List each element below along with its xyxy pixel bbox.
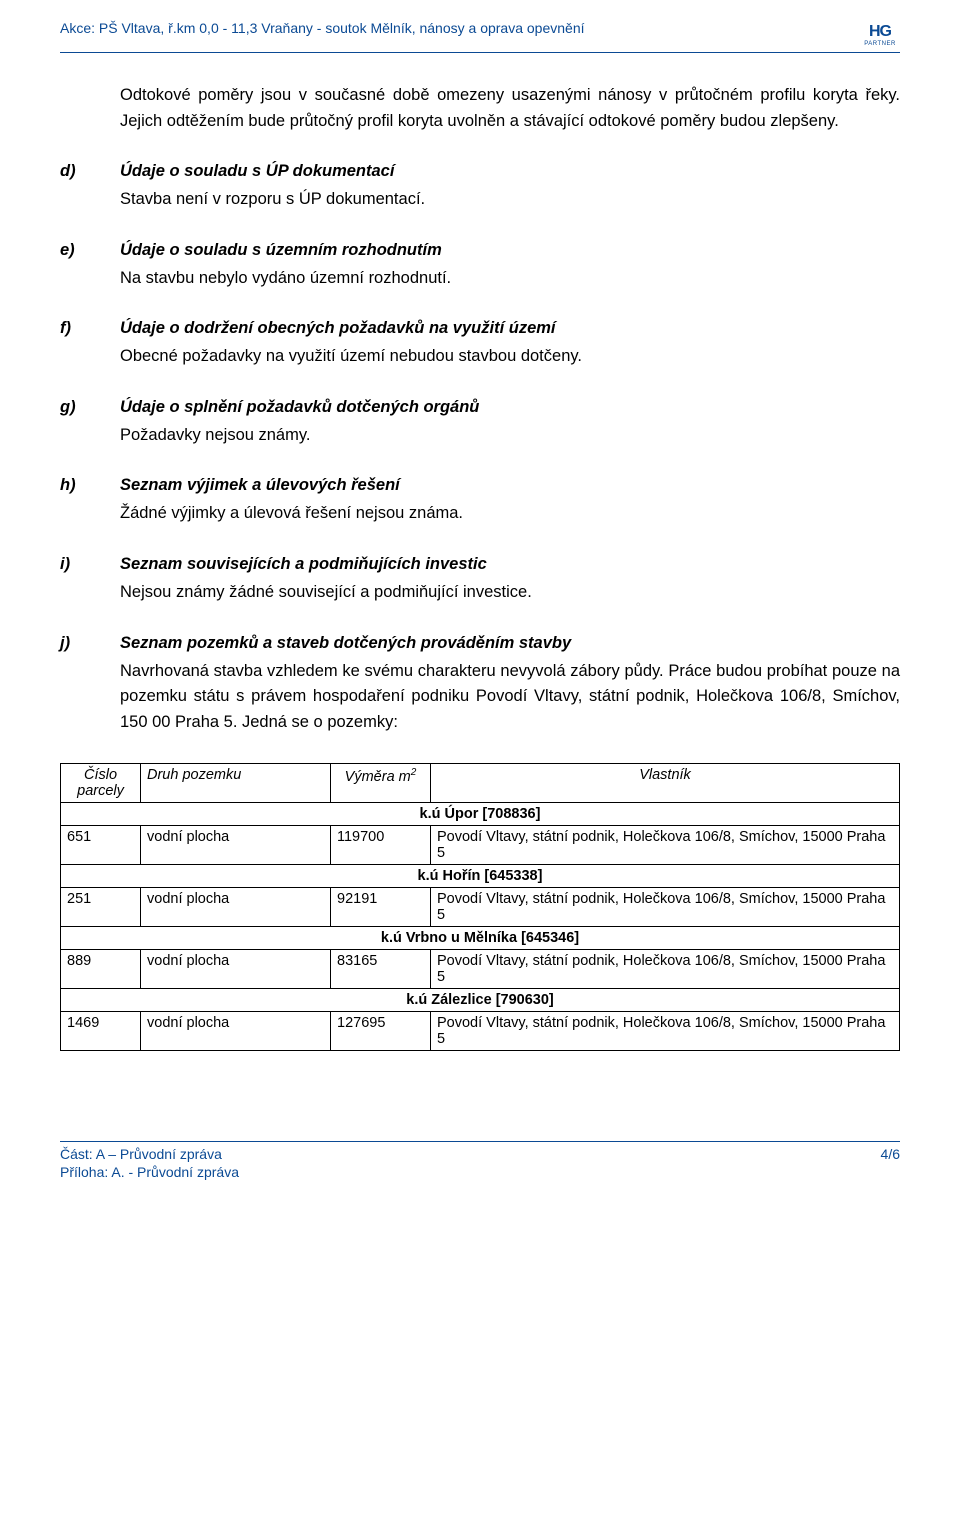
section-text: Obecné požadavky na využití území nebudo… xyxy=(120,344,900,370)
cell-vymera: 127695 xyxy=(331,1012,431,1051)
header-divider xyxy=(60,52,900,53)
ku-row: k.ú Vrbno u Mělníka [645346] xyxy=(61,927,900,950)
section-text: Požadavky nejsou známy. xyxy=(120,423,900,449)
cell-vymera: 119700 xyxy=(331,826,431,865)
cell-vlastnik: Povodí Vltavy, státní podnik, Holečkova … xyxy=(431,950,900,989)
ku-row: k.ú Úpor [708836] xyxy=(61,803,900,826)
logo-icon: HG PARTNER xyxy=(860,20,900,50)
table-row: 251 vodní plocha 92191 Povodí Vltavy, st… xyxy=(61,888,900,927)
cell-cislo: 251 xyxy=(61,888,141,927)
table-header-row: Číslo parcely Druh pozemku Výměra m2 Vla… xyxy=(61,764,900,803)
section-letter: g) xyxy=(60,398,120,449)
cell-cislo: 889 xyxy=(61,950,141,989)
ku-cell: k.ú Úpor [708836] xyxy=(61,803,900,826)
cell-cislo: 651 xyxy=(61,826,141,865)
section-letter: i) xyxy=(60,555,120,606)
th-vymera-text: Výměra m xyxy=(345,769,411,785)
land-table: Číslo parcely Druh pozemku Výměra m2 Vla… xyxy=(60,763,900,1051)
cell-druh: vodní plocha xyxy=(141,950,331,989)
section-g: g) Údaje o splnění požadavků dotčených o… xyxy=(60,398,900,449)
ku-cell: k.ú Hořín [645338] xyxy=(61,865,900,888)
section-f: f) Údaje o dodržení obecných požadavků n… xyxy=(60,319,900,370)
table-row: 1469 vodní plocha 127695 Povodí Vltavy, … xyxy=(61,1012,900,1051)
footer-right: 4/6 xyxy=(881,1146,900,1162)
section-e: e) Údaje o souladu s územním rozhodnutím… xyxy=(60,241,900,292)
section-letter: d) xyxy=(60,162,120,213)
table-row: 651 vodní plocha 119700 Povodí Vltavy, s… xyxy=(61,826,900,865)
footer-sub: Příloha: A. - Průvodní zpráva xyxy=(60,1164,900,1180)
th-vymera-sup: 2 xyxy=(411,767,417,778)
section-i: i) Seznam souvisejících a podmiňujících … xyxy=(60,555,900,606)
section-letter: e) xyxy=(60,241,120,292)
section-h: h) Seznam výjimek a úlevových řešení Žád… xyxy=(60,476,900,527)
th-vlastnik: Vlastník xyxy=(431,764,900,803)
section-heading: Seznam výjimek a úlevových řešení xyxy=(120,476,900,495)
footer-divider xyxy=(60,1141,900,1142)
cell-druh: vodní plocha xyxy=(141,826,331,865)
section-letter: f) xyxy=(60,319,120,370)
table-row: 889 vodní plocha 83165 Povodí Vltavy, st… xyxy=(61,950,900,989)
section-text: Na stavbu nebylo vydáno územní rozhodnut… xyxy=(120,266,900,292)
page-header: Akce: PŠ Vltava, ř.km 0,0 - 11,3 Vraňany… xyxy=(60,20,900,50)
cell-vlastnik: Povodí Vltavy, státní podnik, Holečkova … xyxy=(431,826,900,865)
ku-cell: k.ú Vrbno u Mělníka [645346] xyxy=(61,927,900,950)
section-text: Žádné výjimky a úlevová řešení nejsou zn… xyxy=(120,501,900,527)
section-letter: j) xyxy=(60,634,120,736)
section-text: Nejsou známy žádné související a podmiňu… xyxy=(120,580,900,606)
section-text: Stavba není v rozporu s ÚP dokumentací. xyxy=(120,187,900,213)
section-heading: Údaje o dodržení obecných požadavků na v… xyxy=(120,319,900,338)
header-title: Akce: PŠ Vltava, ř.km 0,0 - 11,3 Vraňany… xyxy=(60,20,585,36)
section-heading: Seznam souvisejících a podmiňujících inv… xyxy=(120,555,900,574)
section-heading: Údaje o souladu s územním rozhodnutím xyxy=(120,241,900,260)
logo-top: HG xyxy=(869,24,891,40)
section-j: j) Seznam pozemků a staveb dotčených pro… xyxy=(60,634,900,736)
footer-row: Část: A – Průvodní zpráva 4/6 xyxy=(60,1146,900,1162)
ku-cell: k.ú Zálezlice [790630] xyxy=(61,989,900,1012)
section-letter: h) xyxy=(60,476,120,527)
section-heading: Údaje o splnění požadavků dotčených orgá… xyxy=(120,398,900,417)
cell-druh: vodní plocha xyxy=(141,1012,331,1051)
ku-row: k.ú Hořín [645338] xyxy=(61,865,900,888)
cell-druh: vodní plocha xyxy=(141,888,331,927)
cell-vlastnik: Povodí Vltavy, státní podnik, Holečkova … xyxy=(431,1012,900,1051)
section-heading: Seznam pozemků a staveb dotčených provád… xyxy=(120,634,900,653)
section-heading: Údaje o souladu s ÚP dokumentací xyxy=(120,162,900,181)
intro-paragraph: Odtokové poměry jsou v současné době ome… xyxy=(120,83,900,134)
th-vymera: Výměra m2 xyxy=(331,764,431,803)
section-text: Navrhovaná stavba vzhledem ke svému char… xyxy=(120,659,900,736)
section-d: d) Údaje o souladu s ÚP dokumentací Stav… xyxy=(60,162,900,213)
footer-left: Část: A – Průvodní zpráva xyxy=(60,1146,222,1162)
cell-vlastnik: Povodí Vltavy, státní podnik, Holečkova … xyxy=(431,888,900,927)
logo-bottom: PARTNER xyxy=(864,41,896,47)
th-druh: Druh pozemku xyxy=(141,764,331,803)
ku-row: k.ú Zálezlice [790630] xyxy=(61,989,900,1012)
cell-vymera: 83165 xyxy=(331,950,431,989)
cell-cislo: 1469 xyxy=(61,1012,141,1051)
th-cislo: Číslo parcely xyxy=(61,764,141,803)
cell-vymera: 92191 xyxy=(331,888,431,927)
